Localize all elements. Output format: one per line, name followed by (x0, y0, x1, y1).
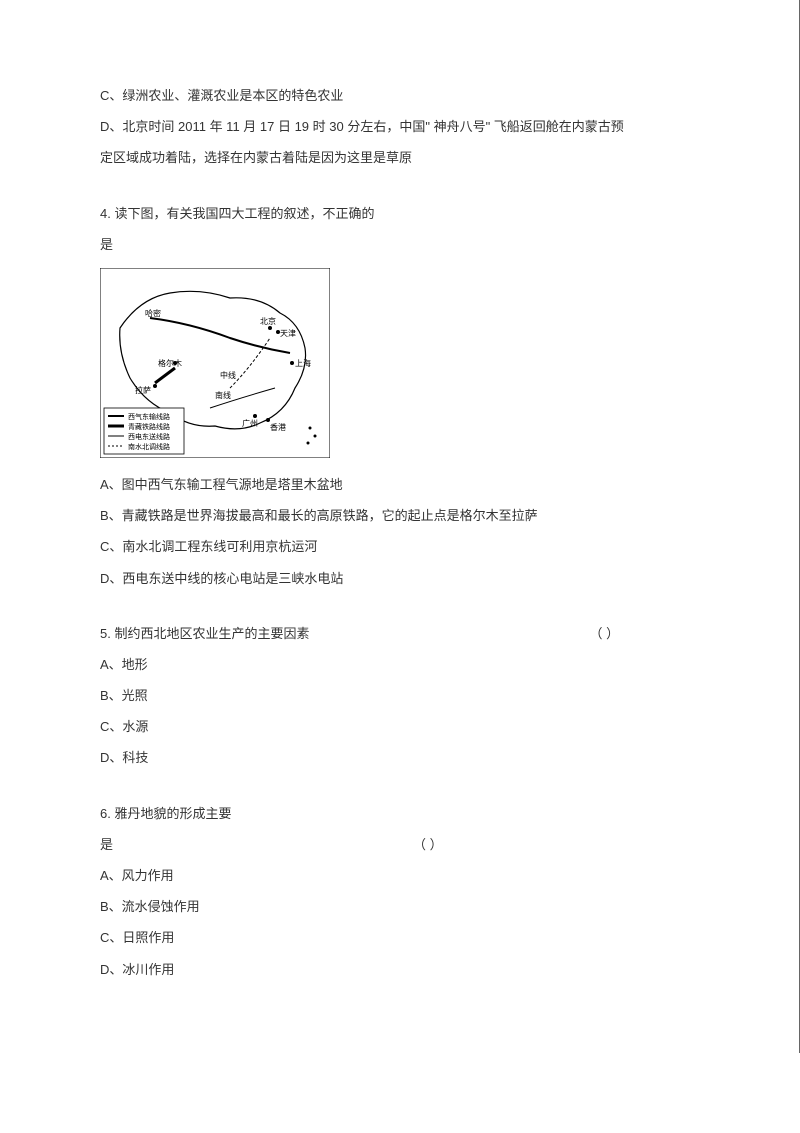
q5-opt-b: B、光照 (100, 680, 709, 711)
intro-opt-c: C、绿洲农业、灌溉农业是本区的特色农业 (100, 80, 709, 111)
legend-1: 西气东输线路 (128, 412, 170, 421)
q4-stem-1: 4. 读下图，有关我国四大工程的叙述，不正确的 (100, 198, 709, 229)
q4-opt-c: C、南水北调工程东线可利用京杭运河 (100, 531, 709, 562)
map-svg: 哈密 格尔木 拉萨 北京 天津 上海 广州 香港 中线 南线 西气东输线路 青藏… (100, 268, 330, 458)
gap (100, 774, 709, 798)
china-map-figure: 哈密 格尔木 拉萨 北京 天津 上海 广州 香港 中线 南线 西气东输线路 青藏… (100, 268, 709, 461)
intro-opt-d-1: D、北京时间 2011 年 11 月 17 日 19 时 30 分左右，中国" … (100, 111, 709, 142)
q5-opt-c: C、水源 (100, 711, 709, 742)
q4-opt-a: A、图中西气东输工程气源地是塔里木盆地 (100, 469, 709, 500)
q6-paren: （ ） (413, 837, 443, 852)
map-label-tianjin: 天津 (280, 328, 296, 338)
q5-opt-d: D、科技 (100, 742, 709, 773)
q4-stem-2: 是 (100, 229, 709, 260)
q6-opt-d: D、冰川作用 (100, 954, 709, 985)
legend-4: 南水北调线路 (128, 442, 170, 451)
q6-stem-1: 6. 雅丹地貌的形成主要 (100, 798, 709, 829)
map-label-south: 南线 (215, 390, 231, 400)
q6-stem-2: 是 （ ） (100, 829, 709, 860)
q5-paren: （ ） (589, 626, 619, 641)
q6-opt-a: A、风力作用 (100, 860, 709, 891)
q6-opt-c: C、日照作用 (100, 922, 709, 953)
gap (100, 594, 709, 618)
legend-2: 青藏铁路线路 (128, 422, 170, 431)
map-label-lasa: 拉萨 (135, 385, 151, 395)
map-label-geermu: 格尔木 (158, 358, 182, 368)
page-container: C、绿洲农业、灌溉农业是本区的特色农业 D、北京时间 2011 年 11 月 1… (0, 0, 800, 1053)
q5-stem: 5. 制约西北地区农业生产的主要因素 （ ） (100, 618, 709, 649)
legend-3: 西电东送线路 (128, 432, 170, 441)
map-label-hami: 哈密 (145, 308, 161, 318)
intro-opt-d-2: 定区域成功着陆，选择在内蒙古着陆是因为这里是草原 (100, 142, 709, 173)
map-label-hk: 香港 (270, 422, 286, 432)
q4-opt-b: B、青藏铁路是世界海拔最高和最长的高原铁路，它的起止点是格尔木至拉萨 (100, 500, 709, 531)
q4-opt-d: D、西电东送中线的核心电站是三峡水电站 (100, 563, 709, 594)
map-label-mid: 中线 (220, 370, 236, 380)
q5-opt-a: A、地形 (100, 649, 709, 680)
q6-opt-b: B、流水侵蚀作用 (100, 891, 709, 922)
gap (100, 174, 709, 198)
map-label-guangzhou: 广州 (242, 418, 258, 428)
q5-stem-text: 5. 制约西北地区农业生产的主要因素 (100, 626, 309, 641)
q6-stem-text: 是 (100, 837, 113, 852)
map-label-beijing: 北京 (260, 316, 276, 326)
map-label-shanghai: 上海 (295, 358, 311, 368)
